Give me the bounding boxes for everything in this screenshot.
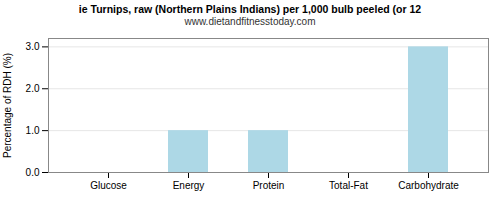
html-text:ie Turnips, raw (Northern Plai: ie Turnips, raw (Northern Plains Indians… — [78, 3, 422, 15]
svg-text:Energy: Energy — [173, 180, 205, 191]
svg-text:3.0: 3.0 — [26, 41, 40, 52]
svg-text:Glucose: Glucose — [90, 180, 127, 191]
svg-text:Percentage of RDH (%): Percentage of RDH (%) — [2, 53, 13, 158]
svg-text:2.0: 2.0 — [26, 83, 40, 94]
html-text:www.dietandfitnesstoday.com: www.dietandfitnesstoday.com — [184, 16, 316, 27]
svg-text:Total-Fat: Total-Fat — [329, 180, 368, 191]
svg-text:1.0: 1.0 — [26, 125, 40, 136]
svg-text:0.0: 0.0 — [26, 167, 40, 178]
svg-text:Carbohydrate: Carbohydrate — [398, 180, 459, 191]
svg-text:Protein: Protein — [253, 180, 285, 191]
